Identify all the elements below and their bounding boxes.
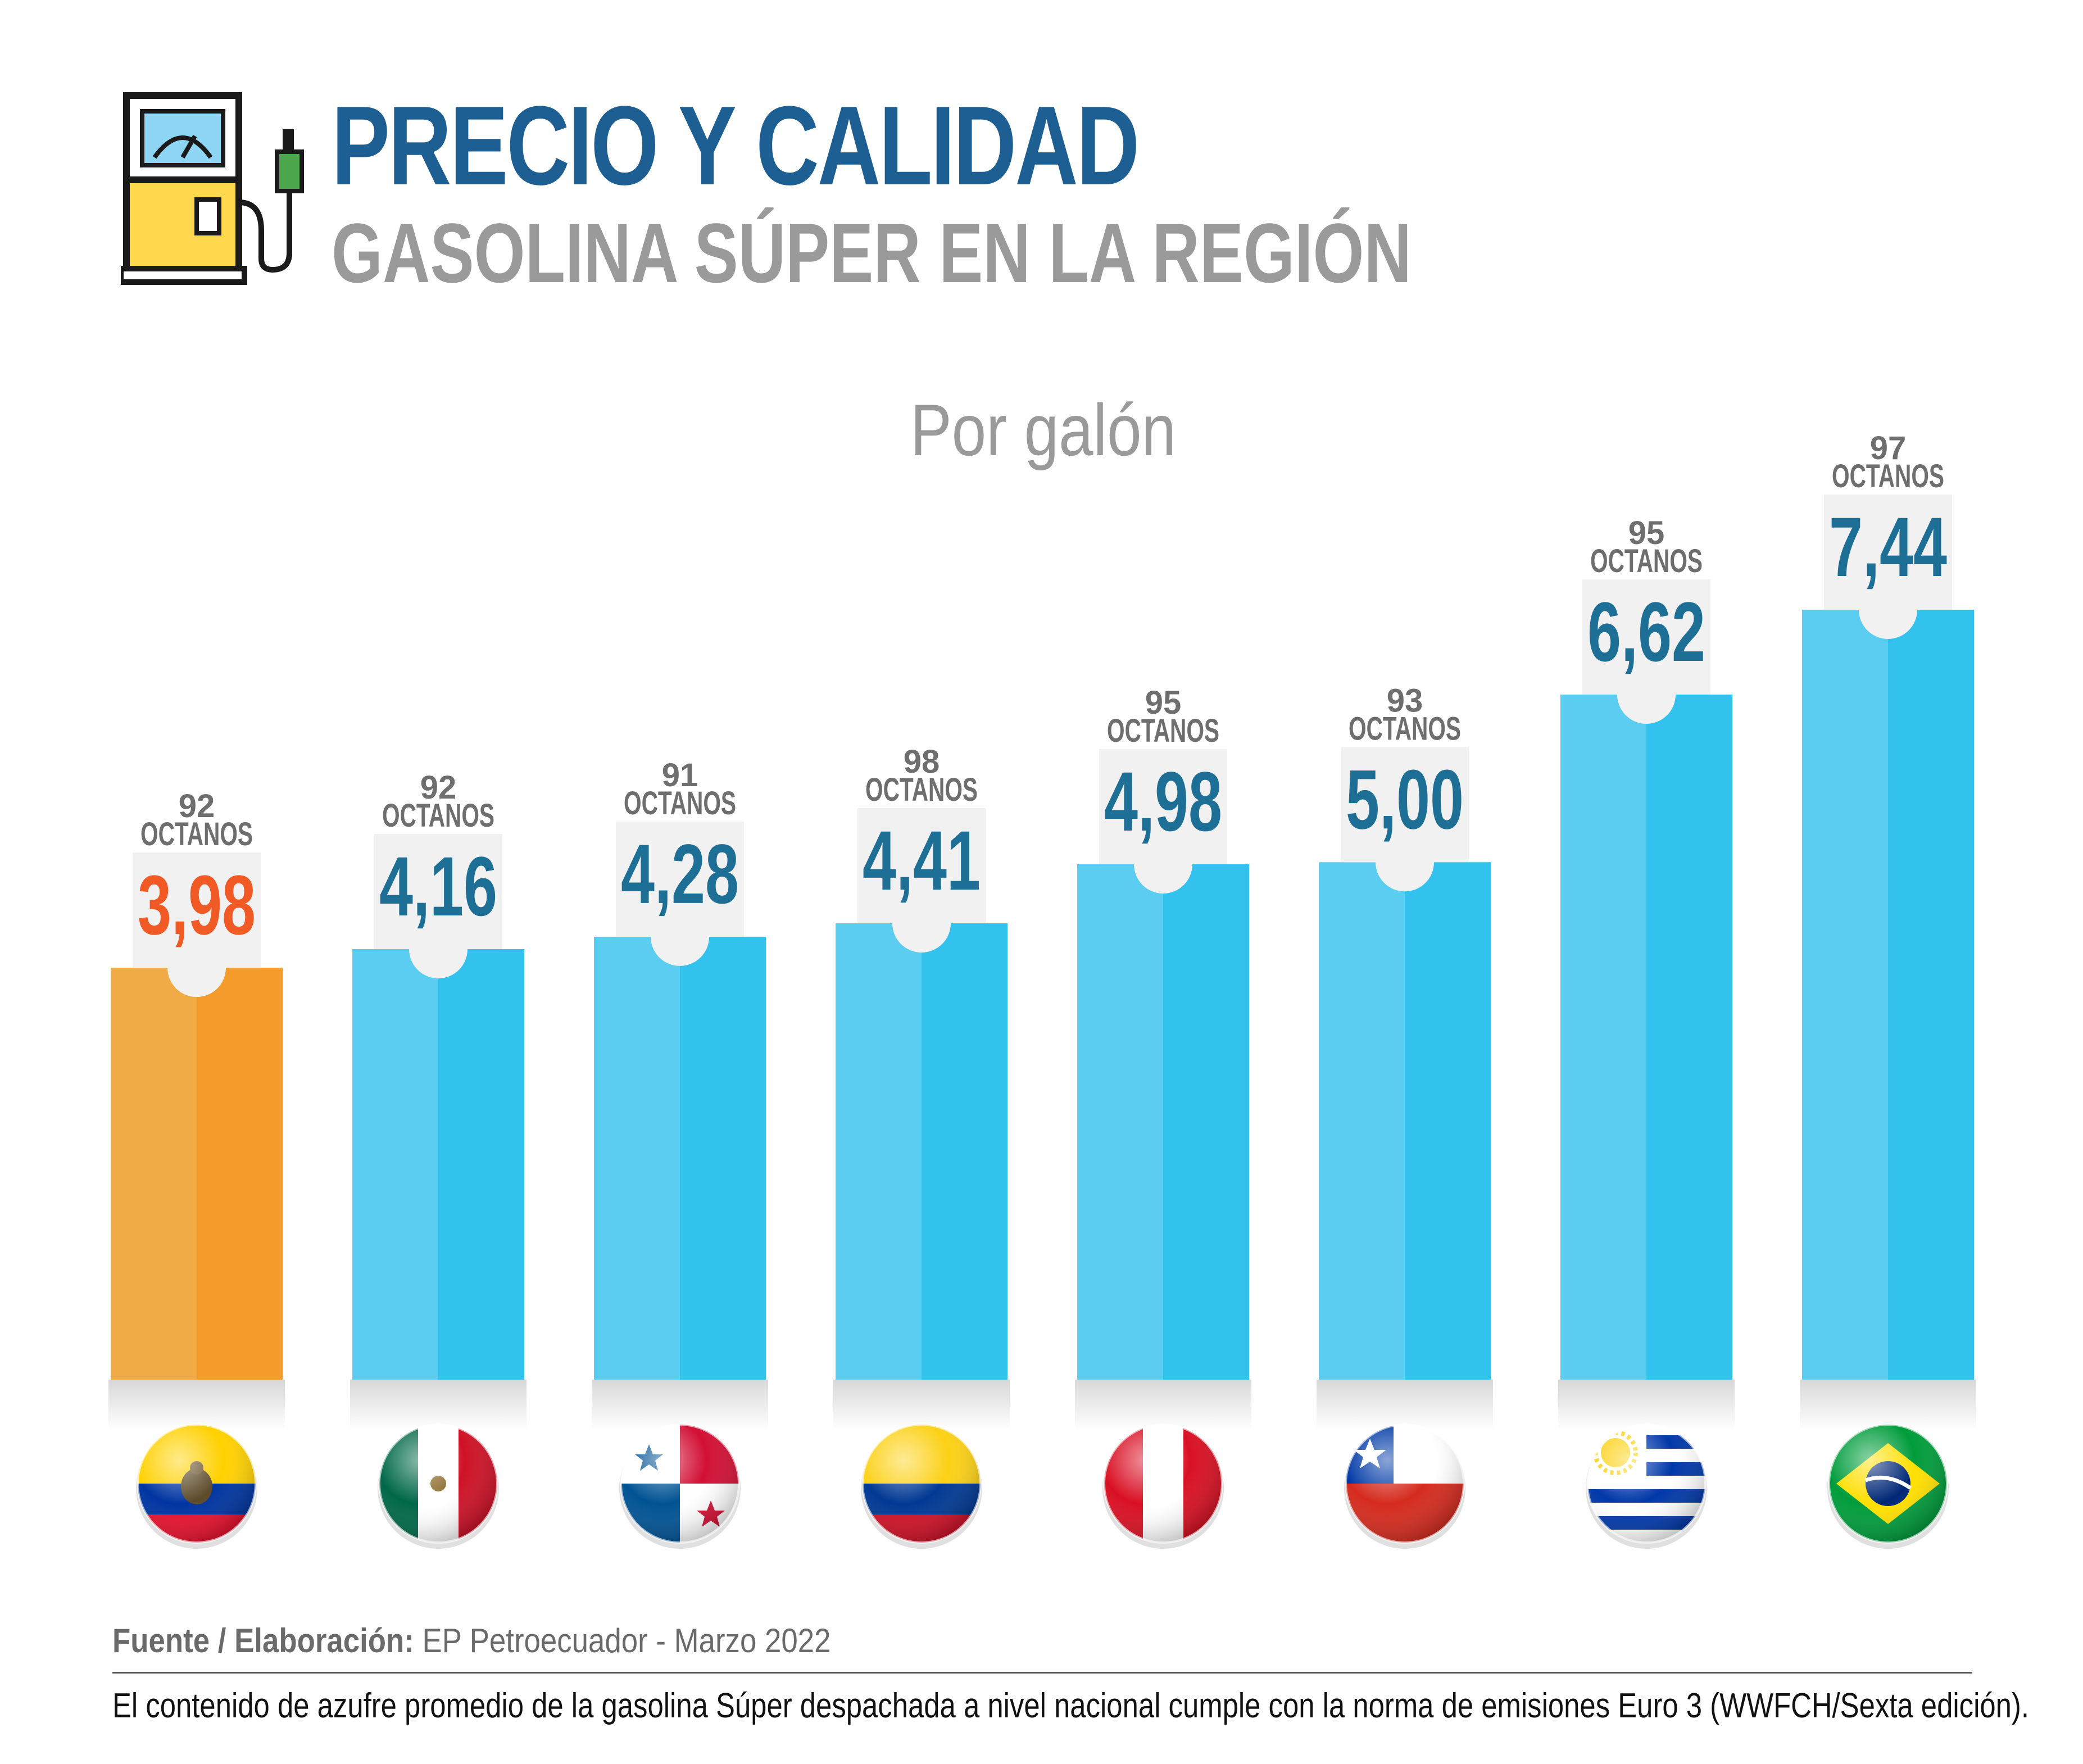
uruguay-flag-icon bbox=[1586, 1423, 1707, 1549]
flag-rim bbox=[378, 1423, 498, 1544]
bar-floor-shadow bbox=[1317, 1380, 1493, 1430]
flag-rim bbox=[861, 1423, 982, 1544]
bar-left-half bbox=[1319, 862, 1405, 1380]
octane-word: OCTANOS bbox=[624, 785, 736, 822]
bar-floor-shadow bbox=[350, 1380, 527, 1430]
flag-rim bbox=[620, 1423, 740, 1544]
flag-gloss bbox=[1104, 1425, 1222, 1543]
source-label: Fuente / Elaboración: bbox=[112, 1622, 414, 1659]
flag-gloss bbox=[138, 1425, 256, 1543]
value-label-notch bbox=[1617, 665, 1676, 724]
flag-rim bbox=[1828, 1423, 1948, 1544]
octane-word: OCTANOS bbox=[1107, 713, 1219, 749]
octane-number: 95 bbox=[1145, 684, 1182, 721]
page-subtitle: GASOLINA SÚPER EN LA REGIÓN bbox=[332, 206, 1412, 300]
mexico-flag-icon bbox=[378, 1423, 499, 1549]
octane-number: 93 bbox=[1387, 682, 1423, 719]
octane-number: 95 bbox=[1628, 515, 1665, 551]
octane-word: OCTANOS bbox=[865, 772, 978, 808]
bar-chart: 3,9892OCTANOS4,1692OCTANOS4,2891OCTANOS4… bbox=[108, 430, 1976, 1549]
bar-floor-shadow bbox=[1800, 1380, 1976, 1430]
octane-word: OCTANOS bbox=[1590, 543, 1703, 579]
value-label-notch bbox=[1376, 833, 1434, 892]
bar-floor-shadow bbox=[1558, 1380, 1735, 1430]
unit-label: Por galón bbox=[910, 389, 1177, 471]
colombia-flag-icon bbox=[861, 1423, 982, 1549]
bar bbox=[1888, 610, 1974, 1380]
value-label: 4,28 bbox=[621, 827, 739, 921]
octane-word: OCTANOS bbox=[1349, 710, 1461, 747]
octane-number: 91 bbox=[662, 757, 698, 793]
value-label-notch bbox=[1859, 581, 1917, 639]
brazil-flag-icon bbox=[1827, 1423, 1949, 1549]
bar bbox=[1163, 864, 1249, 1380]
bar bbox=[680, 936, 766, 1380]
flag-rim bbox=[1586, 1423, 1707, 1544]
bar bbox=[1405, 862, 1491, 1380]
value-label-notch bbox=[651, 907, 709, 966]
flag-gloss bbox=[621, 1425, 739, 1543]
flag-gloss bbox=[1346, 1425, 1464, 1543]
octane-number: 98 bbox=[904, 743, 940, 780]
value-label: 5,00 bbox=[1346, 752, 1464, 846]
value-label: 4,41 bbox=[863, 813, 981, 908]
page-title: PRECIO Y CALIDAD bbox=[332, 83, 1140, 208]
flag-gloss bbox=[863, 1425, 981, 1543]
bar-left-half bbox=[111, 968, 197, 1380]
value-label: 7,44 bbox=[1829, 500, 1947, 594]
octane-number: 97 bbox=[1870, 430, 1907, 466]
footer-note: El contenido de azufre promedio de la ga… bbox=[112, 1686, 2029, 1725]
bar bbox=[197, 968, 283, 1380]
peru-flag-icon bbox=[1102, 1423, 1224, 1549]
source-credit: Fuente / Elaboración: EP Petroecuador - … bbox=[112, 1621, 831, 1660]
bar bbox=[438, 949, 524, 1380]
flag-rim bbox=[137, 1423, 257, 1544]
value-label-notch bbox=[167, 938, 226, 997]
fuel-pump-icon bbox=[121, 92, 304, 285]
octane-word: OCTANOS bbox=[140, 816, 253, 852]
bar-floor-shadow bbox=[108, 1380, 285, 1430]
value-label: 4,16 bbox=[379, 839, 497, 933]
bar-left-half bbox=[594, 936, 680, 1380]
bar-left-half bbox=[836, 923, 922, 1380]
bar bbox=[922, 923, 1008, 1380]
chile-flag-icon bbox=[1344, 1423, 1465, 1549]
value-label: 3,98 bbox=[138, 858, 256, 952]
bar-left-half bbox=[1802, 610, 1888, 1380]
octane-number: 92 bbox=[420, 769, 457, 806]
bar-left-half bbox=[352, 949, 438, 1380]
ecuador-flag-icon bbox=[136, 1423, 257, 1549]
value-label-notch bbox=[892, 894, 951, 953]
footer-divider bbox=[112, 1672, 1972, 1674]
value-label-notch bbox=[409, 919, 468, 978]
bar-floor-shadow bbox=[592, 1380, 768, 1430]
flag-gloss bbox=[379, 1425, 497, 1543]
value-label-notch bbox=[1134, 835, 1192, 894]
source-text: EP Petroecuador - Marzo 2022 bbox=[422, 1622, 831, 1659]
bar bbox=[1646, 694, 1732, 1380]
flag-gloss bbox=[1829, 1425, 1947, 1543]
octane-number: 92 bbox=[179, 788, 215, 824]
octane-word: OCTANOS bbox=[1832, 458, 1944, 495]
flag-rim bbox=[1103, 1423, 1223, 1544]
octane-word: OCTANOS bbox=[382, 797, 494, 834]
bar-left-half bbox=[1077, 864, 1163, 1380]
flag-rim bbox=[1345, 1423, 1465, 1544]
value-label: 6,62 bbox=[1587, 584, 1705, 679]
value-label: 4,98 bbox=[1104, 754, 1222, 849]
panama-flag-icon bbox=[619, 1423, 741, 1549]
bar-left-half bbox=[1560, 694, 1646, 1380]
flag-gloss bbox=[1587, 1425, 1705, 1543]
bar-floor-shadow bbox=[833, 1380, 1010, 1430]
bar-floor-shadow bbox=[1075, 1380, 1251, 1430]
